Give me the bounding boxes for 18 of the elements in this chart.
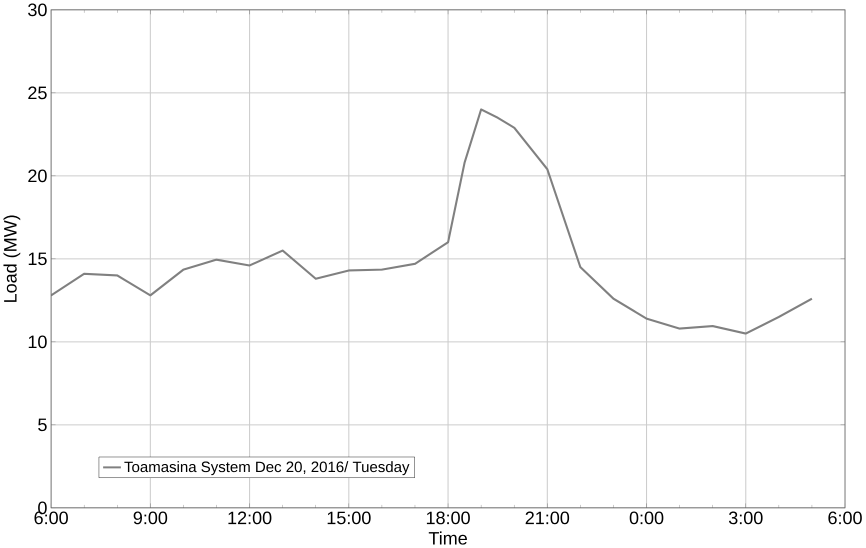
line-series [51,108,813,335]
y-tick-label: 15 [28,252,47,266]
legend-label: Toamasina System Dec 20, 2016/ Tuesday [124,461,410,476]
x-tick-label: 12:00 [228,511,272,524]
x-tick-label: 18:00 [426,511,470,524]
x-axis-title: Time [428,531,467,545]
x-tick-label: 21:00 [526,511,570,524]
y-tick-label: 5 [38,418,47,432]
x-tick-label: 3:00 [728,511,763,524]
y-tick-label: 25 [28,86,47,100]
x-tick-label: 6:00 [828,511,862,524]
y-tick-label: 10 [28,335,47,348]
x-tick-label: 0:00 [630,511,664,524]
y-axis-title: Load (MW) [3,215,20,302]
x-tick-label: 9:00 [134,511,168,524]
y-tick-label: 20 [28,169,47,182]
y-tick-label: 30 [28,3,47,16]
x-tick-label: 15:00 [328,511,371,524]
